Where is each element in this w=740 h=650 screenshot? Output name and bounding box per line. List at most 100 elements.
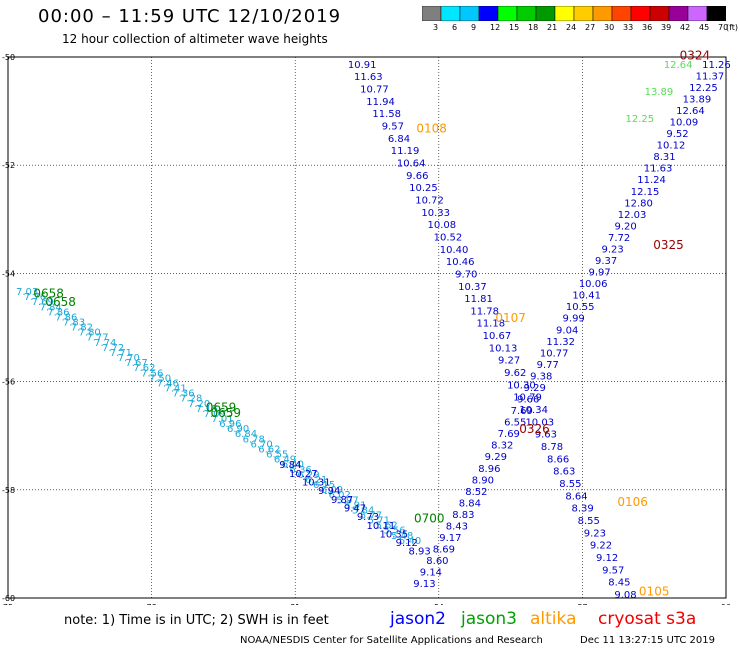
wave-height-value: 8.45	[608, 578, 630, 589]
wave-height-value: 7.76	[24, 292, 46, 303]
wave-height-value: 7.86	[55, 312, 77, 323]
wave-height-value: 11.63	[354, 72, 383, 83]
wave-height-value: 9.77	[537, 360, 559, 371]
color-scale-tick: 27	[585, 23, 596, 32]
longitude-tick-label: 87	[577, 603, 587, 605]
latitude-tick-label: -54	[2, 269, 15, 278]
legend-jason2: jason2	[390, 609, 446, 629]
wave-height-value: 8.64	[565, 491, 587, 502]
pass-time-label: 0659	[211, 406, 242, 420]
wave-height-value: 9.97	[588, 268, 610, 279]
wave-height-value: 10.67	[483, 331, 512, 342]
wave-height-value: 5.91	[344, 500, 366, 511]
wave-height-value: 10.37	[458, 282, 487, 293]
wave-height-value: 10.12	[657, 141, 686, 152]
wave-height-value: 9.62	[504, 368, 526, 379]
color-swatch	[668, 6, 689, 21]
wave-height-value: 7.36	[172, 389, 194, 400]
color-swatch	[459, 6, 480, 21]
color-scale-tick: 42	[680, 23, 691, 32]
wave-height-value: 6.96	[219, 419, 241, 430]
pass-time-label: 0325	[653, 238, 684, 252]
pass-time-label: 0106	[617, 495, 648, 509]
wave-height-value: 5.56	[383, 526, 405, 537]
wave-height-value: 11.94	[366, 97, 395, 108]
color-scale-tick: 70	[718, 23, 729, 32]
wave-height-value: 10.25	[409, 183, 438, 194]
wave-height-value: 7.69	[32, 297, 54, 308]
wave-height-value: 8.55	[559, 479, 581, 490]
wave-height-value: 9.23	[601, 244, 623, 255]
wave-height-value: 6.55	[266, 450, 288, 461]
pass-time-label: 0108	[416, 122, 447, 136]
wave-height-value: 9.94	[318, 486, 340, 497]
color-scale-tick: 30	[604, 23, 615, 32]
wave-height-value: 7.01	[211, 414, 233, 425]
wave-height-value: 6.84	[388, 134, 410, 145]
wave-height-value: 11.32	[546, 337, 575, 348]
wave-height-value: 11.81	[464, 294, 493, 305]
wave-height-value: 7.50	[149, 373, 171, 384]
wave-height-value: 10.30	[507, 380, 536, 391]
pass-time-label: 0105	[639, 584, 670, 598]
wave-height-value: 9.13	[413, 579, 435, 590]
wave-height-value: 10.31	[302, 477, 331, 488]
wave-height-value: 8.52	[465, 487, 487, 498]
wave-height-value: 11.26	[702, 60, 731, 71]
wave-height-value: 8.96	[478, 464, 500, 475]
wave-height-value: 10.40	[440, 245, 469, 256]
color-swatch	[554, 6, 575, 21]
wave-height-value: 9.63	[535, 430, 557, 441]
wave-height-value: 9.12	[396, 538, 418, 549]
wave-height-value: 12.25	[626, 114, 655, 125]
wave-height-value: 12.80	[624, 198, 653, 209]
wave-height-value: 10.33	[421, 208, 450, 219]
color-swatch	[478, 6, 499, 21]
legend-jason3: jason3	[461, 609, 517, 629]
color-scale-tick: 6	[452, 23, 458, 32]
wave-height-value: 9.12	[596, 553, 618, 564]
wave-height-value: 11.78	[470, 306, 499, 317]
legend-cryosat-s3a: cryosat s3a	[598, 609, 697, 629]
latitude-tick-label: -58	[2, 486, 15, 495]
latitude-tick-label: -52	[2, 161, 15, 170]
pass-time-label: 0659	[206, 400, 237, 414]
wave-height-value: 8.55	[578, 516, 600, 527]
wave-height-value: 10.27	[289, 469, 318, 480]
wave-height-map: 10.9111.6310.7711.9411.589.576.8411.1910…	[2, 49, 731, 605]
wave-height-value: 7.83	[63, 318, 85, 329]
wave-height-value: 11.58	[372, 109, 401, 120]
wave-height-value: 10.77	[360, 84, 389, 95]
color-swatch	[649, 6, 670, 21]
wave-height-value: 13.89	[645, 87, 674, 98]
wave-height-value: 6.90	[227, 424, 249, 435]
wave-height-value: 12.15	[631, 187, 660, 198]
wave-height-value: 8.60	[426, 556, 448, 567]
wave-height-value: 9.99	[563, 314, 585, 325]
wave-height-value: 10.41	[572, 291, 601, 302]
wave-height-value: 5.40	[399, 536, 421, 547]
color-scale-unit: (ft)	[726, 23, 739, 32]
wave-height-value: 11.37	[696, 71, 725, 82]
wave-height-value: 7.72	[102, 343, 124, 354]
wave-height-value: 11.18	[476, 319, 505, 330]
wave-height-value: 8.84	[459, 498, 481, 509]
color-scale-tick: 39	[661, 23, 672, 32]
color-swatch	[592, 6, 613, 21]
color-scale-tick: 24	[566, 23, 577, 32]
wave-height-value: 5.48	[391, 531, 413, 542]
wave-height-value: 10.06	[579, 279, 608, 290]
wave-height-value: 8.66	[547, 454, 569, 465]
wave-height-value: 7.84	[39, 302, 61, 313]
wave-height-value: 10.52	[434, 232, 463, 243]
wave-height-value: 9.27	[498, 356, 520, 367]
wave-height-value: 7.67	[125, 358, 147, 369]
wave-height-value: 7.56	[141, 368, 163, 379]
color-swatch	[630, 6, 651, 21]
wave-height-value: 8.93	[409, 547, 431, 558]
wave-height-value: 6.21	[305, 475, 327, 486]
wave-height-value: 7.86	[47, 307, 69, 318]
wave-height-value: 9.66	[406, 171, 428, 182]
color-swatch	[535, 6, 556, 21]
wave-height-value: 9.52	[666, 129, 688, 140]
